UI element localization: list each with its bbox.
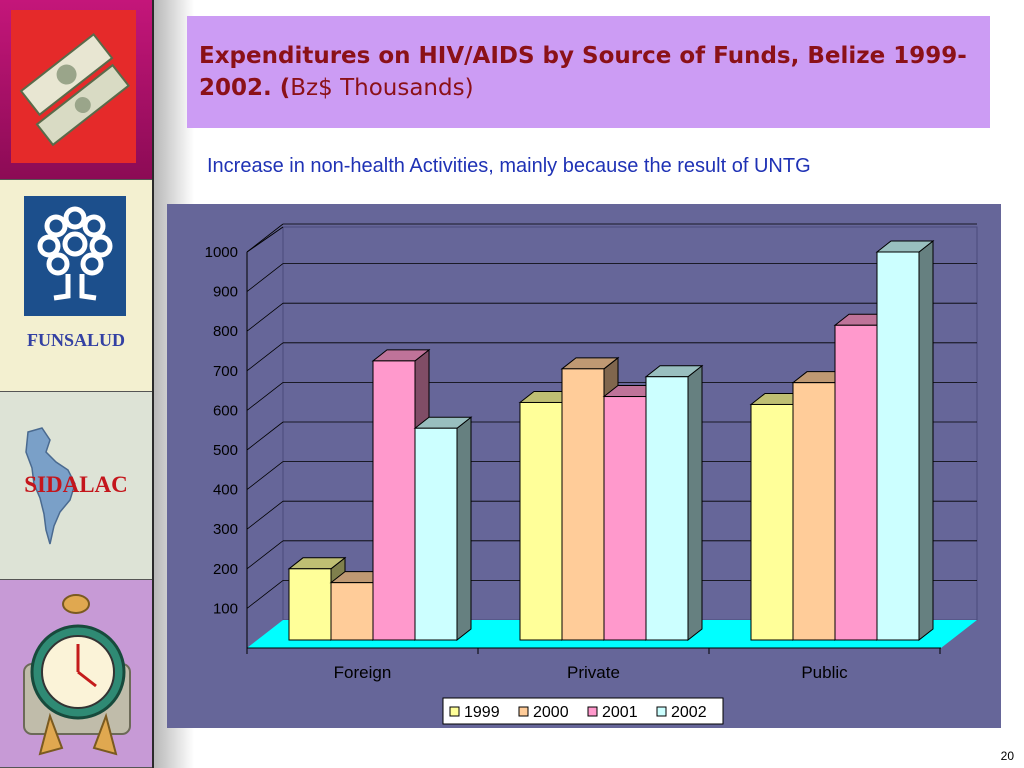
slide-subtitle: Increase in non-health Activities, mainl… <box>207 155 811 177</box>
legend-label: 1999 <box>464 704 500 721</box>
bar-front <box>876 251 920 641</box>
slide-title: Expenditures on HIV/AIDS by Source of Fu… <box>199 40 979 104</box>
money-panel <box>0 0 152 180</box>
legend-label: 2000 <box>533 704 569 721</box>
y-tick-label: 1000 <box>205 244 238 261</box>
latin-america-map <box>25 427 76 545</box>
title-box: Expenditures on HIV/AIDS by Source of Fu… <box>187 16 990 128</box>
funsalud-logo <box>24 196 126 316</box>
x-category-label: Foreign <box>334 663 392 682</box>
sidalac-label: SIDALAC <box>24 472 128 497</box>
bar <box>875 239 935 642</box>
bar-front <box>330 582 374 641</box>
y-tick-label: 400 <box>213 482 238 499</box>
gridline-side <box>246 540 284 570</box>
bar-front <box>414 427 458 641</box>
y-tick-label: 600 <box>213 402 238 419</box>
bar-side <box>687 364 703 642</box>
y-tick-label: 200 <box>213 561 238 578</box>
y-tick-label: 300 <box>213 521 238 538</box>
chart: 100 200 300 400 500 600 700 800 900 1000 Foreign P… <box>167 204 1001 733</box>
legend-label: 2002 <box>671 704 707 721</box>
x-category-label: Public <box>801 663 848 682</box>
clock-illustration <box>23 594 131 756</box>
clock-panel <box>0 580 152 768</box>
gridline-side <box>246 382 284 411</box>
funsalud-label: FUNSALUD <box>26 330 125 350</box>
legend-swatch <box>518 706 529 717</box>
gridline-side <box>246 302 284 332</box>
legend-swatch <box>587 706 598 717</box>
legend-label: 2001 <box>602 704 638 721</box>
x-category-label: Private <box>567 663 620 682</box>
legend-box <box>442 697 724 725</box>
bar <box>644 364 704 642</box>
y-tick-label: 700 <box>213 363 238 380</box>
page-number: 20 <box>1000 749 1014 763</box>
gridline-side <box>246 580 284 609</box>
bar-front <box>519 401 563 641</box>
sidebar: FUNSALUD SIDALAC <box>0 0 154 768</box>
title-main: Expenditures on HIV/AIDS by Source of Fu… <box>199 43 967 101</box>
legend-swatch <box>449 706 460 717</box>
title-unit: Bz$ Thousands) <box>290 75 474 101</box>
y-axis-top <box>246 226 284 253</box>
bar-front <box>750 403 794 641</box>
gridline-side <box>246 421 284 451</box>
bar-front <box>834 324 878 641</box>
bar-side <box>918 239 934 642</box>
y-tick-label: 800 <box>213 323 238 340</box>
gridline-side <box>246 500 284 530</box>
bar-front <box>792 382 836 641</box>
bar-front <box>561 368 605 641</box>
y-tick-label: 900 <box>213 284 238 301</box>
bar-front <box>645 376 689 641</box>
gridline-side <box>246 263 284 292</box>
bar-side <box>456 416 472 642</box>
gridline-side <box>246 342 284 372</box>
bar-front <box>288 568 332 641</box>
funsalud-panel: FUNSALUD <box>0 180 152 392</box>
gridline-side <box>246 461 284 490</box>
bar <box>413 416 473 642</box>
y-tick-label: 100 <box>213 600 238 617</box>
money-illustration <box>11 10 136 163</box>
legend-swatch <box>656 706 667 717</box>
y-tick-label: 500 <box>213 442 238 459</box>
bar-front <box>372 360 416 641</box>
sidalac-panel: SIDALAC <box>0 392 152 580</box>
bar-front <box>603 396 647 641</box>
